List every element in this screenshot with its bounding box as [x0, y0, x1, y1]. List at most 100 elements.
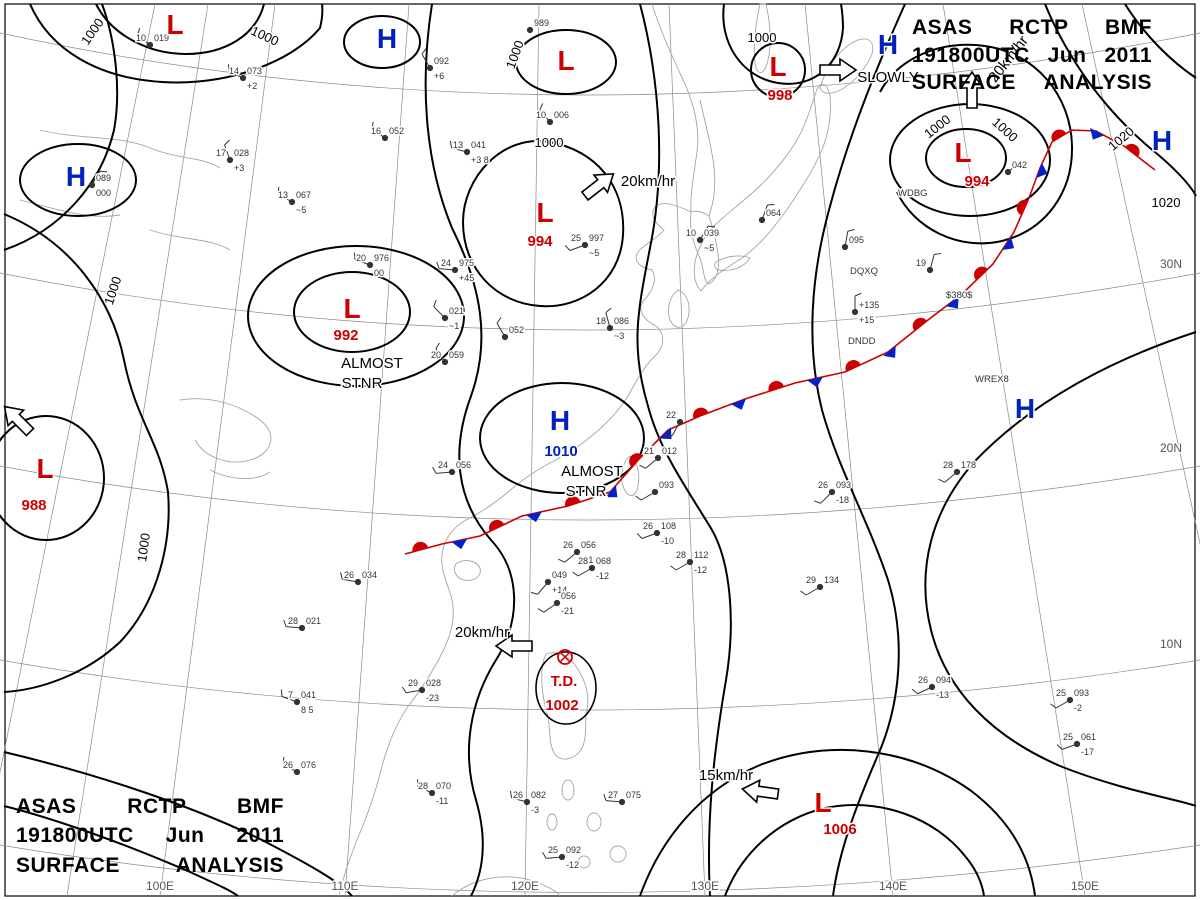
map-shape — [761, 204, 768, 221]
ship-id-label: DQXQ — [850, 266, 878, 277]
map-shape — [564, 551, 578, 563]
cold-front-triangle — [1002, 236, 1015, 251]
station-dewpoint: 000 — [96, 188, 111, 198]
cold-front-triangle — [945, 296, 959, 309]
isobar-path — [461, 140, 625, 308]
warm-front-semicircle — [1016, 199, 1028, 216]
station-temperature: 17 — [216, 148, 226, 158]
map-shape — [228, 70, 244, 79]
map-shape — [537, 608, 545, 613]
coastline-path — [699, 99, 716, 217]
station-dewpoint: -12 — [694, 565, 707, 575]
pressure-center-L: L 1006 — [813, 786, 858, 840]
isobar-path — [722, 3, 845, 85]
isobar-path — [750, 42, 806, 98]
map-shape — [224, 144, 231, 161]
station-pressure: 041 — [301, 690, 316, 700]
station-temperature: 13 — [453, 140, 463, 150]
map-shape — [401, 686, 407, 694]
station-pressure: 095 — [849, 235, 864, 245]
td-pressure-value: 1002 — [545, 697, 578, 714]
pressure-letter: L — [557, 45, 574, 76]
station-temperature: 28 — [676, 550, 686, 560]
station-pressure: 019 — [154, 33, 169, 43]
station-temperature: 20 — [431, 350, 441, 360]
station-pressure: 092 — [434, 56, 449, 66]
map-frame — [4, 3, 1196, 897]
station-pressure: 068 — [596, 556, 611, 566]
map-shape — [546, 856, 563, 859]
isobar-path — [925, 128, 1007, 188]
coastline-path — [753, 3, 771, 74]
isobar-path — [29, 3, 324, 84]
station-plot: 26 034 — [340, 569, 379, 586]
ship-id-label: $380$ — [946, 290, 973, 301]
longitude-label: 100E — [146, 879, 174, 893]
map-shape — [1007, 161, 1021, 173]
isobar-path — [0, 415, 105, 541]
isobar-value-label: 1000 — [748, 30, 777, 45]
station-plot: 29 028 -23 — [401, 677, 443, 705]
station-plot: 28 178 — [938, 459, 978, 483]
station-plot: 7 041 8 5 — [280, 689, 318, 717]
station-plot: 26 076 — [281, 756, 318, 776]
warm-front-semicircle — [768, 380, 785, 392]
map-shape — [1020, 161, 1027, 166]
isobar-path — [3, 751, 353, 897]
map-shape — [603, 793, 607, 801]
map-shape — [929, 254, 935, 271]
station-plot: 042 — [1004, 159, 1029, 176]
station-pressure: 028 — [234, 148, 249, 158]
map-shape — [558, 558, 565, 563]
station-pressure: 061 — [1081, 732, 1096, 742]
isobar-path — [636, 3, 732, 897]
isobar-path — [3, 3, 119, 251]
station-temperature: 16 — [371, 126, 381, 136]
coastline-path — [667, 289, 690, 328]
station-plot: 26 082 -3 — [509, 789, 548, 817]
map-shape — [353, 252, 356, 260]
map-shape — [526, 26, 534, 34]
station-plot: +135 +15 — [851, 292, 881, 327]
map-shape — [436, 261, 440, 269]
grid-line — [0, 465, 1200, 521]
station-temperature: 26 — [283, 760, 293, 770]
pressure-letter: H — [1015, 393, 1035, 424]
title-block-top: ASAS RCTP BMF 191800UTC Jun 2011 SURFACE… — [912, 14, 1152, 97]
station-plot: 092 +6 — [421, 48, 451, 83]
movement-annotation: 15km/hr — [699, 767, 753, 784]
coastline-path — [819, 38, 874, 94]
isobar-path — [879, 43, 1074, 245]
station-dewpoint: -12 — [566, 860, 579, 870]
movement-annotation: STNR — [342, 375, 383, 392]
station-pressure: 108 — [661, 521, 676, 531]
isobar-path — [3, 805, 239, 897]
cold-front-triangle — [1036, 162, 1048, 179]
chart-type-bottom: SURFACE ANALYSIS — [16, 853, 284, 877]
map-shape — [664, 434, 673, 437]
latitude-label: 10N — [1160, 637, 1182, 651]
station-dewpoint: -11 — [581, 555, 593, 565]
station-temperature: 28 — [418, 781, 428, 791]
warm-front-semicircle — [845, 360, 861, 372]
station-dewpoint: +45 — [459, 273, 474, 283]
coastline-path — [609, 845, 627, 863]
warm-front-semicircle — [912, 317, 927, 331]
isobar-path — [95, 3, 265, 56]
station-plot: 13 041 +3 8 — [449, 139, 490, 167]
station-plot: 17 028 +3 — [214, 139, 251, 175]
movement-annotation: 20km/hr — [455, 624, 509, 641]
map-shape — [670, 565, 677, 571]
station-dewpoint: +3 8 — [471, 155, 489, 165]
station-temperature: 29 — [408, 678, 418, 688]
station-pressure: 093 — [836, 480, 851, 490]
station-plot: 22 — [664, 409, 684, 437]
pressure-letter: H — [377, 23, 397, 54]
map-shape — [917, 686, 933, 695]
station-plot: 056 -21 — [537, 590, 578, 618]
station-pressure: 092 — [566, 845, 581, 855]
coastline-path — [561, 779, 575, 801]
map-shape — [539, 103, 544, 110]
pressure-center-H: H — [876, 28, 899, 62]
station-dewpoint: 00 — [374, 268, 384, 278]
